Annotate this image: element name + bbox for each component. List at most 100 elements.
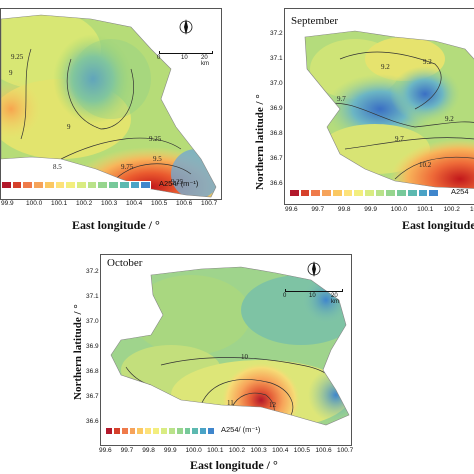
y-tick-label: 37.0 <box>270 80 283 87</box>
legend-unit: A254/ (m⁻¹) <box>221 425 261 434</box>
x-axis-label: East longitude / ° <box>72 218 160 232</box>
x-tick-label: 99.8 <box>337 206 351 213</box>
x-tick-label: 99.6 <box>285 206 298 213</box>
legend-unit: A254/ (m⁻¹) <box>159 179 199 188</box>
y-tick-label: 36.8 <box>270 130 283 137</box>
legend-swatch <box>364 189 375 197</box>
x-tick-label: 100.4 <box>126 200 143 207</box>
y-tick-label: 37.1 <box>270 55 283 62</box>
legend-swatch <box>374 189 386 197</box>
legend-swatch <box>160 427 168 435</box>
x-tick-label: 99.9 <box>163 447 177 454</box>
legend-swatch <box>105 427 113 435</box>
x-tick-label: 100.4 <box>272 447 289 454</box>
y-tick-label: 36.7 <box>270 155 283 162</box>
panel-august: 9.25 9 9 9.25 9.75 9.5 8.5 9.25 0 10 20 … <box>0 0 230 250</box>
legend-swatch <box>54 181 66 189</box>
contour-label: 9 <box>67 123 71 131</box>
legend-swatch <box>199 427 208 435</box>
contour-label: 9.2 <box>445 115 454 123</box>
scale-label: 10 <box>309 293 316 299</box>
panel-october: Northern latitude / ° 37.2 37.1 37.0 36.9 36… <box>70 250 354 474</box>
legend-swatch <box>22 181 34 189</box>
x-tick-label: 100.2 <box>443 206 460 213</box>
x-tick-label: 100.6 <box>315 447 332 454</box>
color-legend: A254/ (m⁻¹) <box>1 179 211 191</box>
legend-swatch <box>417 189 429 197</box>
legend-swatch <box>321 189 332 197</box>
contour-label: 9.25 <box>149 135 162 143</box>
x-tick-label: 99.7 <box>311 206 325 213</box>
x-tick-label: 100.1 <box>417 206 434 213</box>
scale-label: 0 <box>157 55 161 61</box>
legend-swatch <box>385 189 397 197</box>
legend-swatch <box>128 427 137 435</box>
x-tick-label: 100.7 <box>337 447 354 454</box>
scale-label: 10 <box>181 55 188 61</box>
y-axis-label: Northern latitude / ° <box>72 304 84 400</box>
y-tick-label: 36.7 <box>86 393 99 400</box>
x-tick-label: 100.5 <box>293 447 310 454</box>
x-tick-label: 100.2 <box>76 200 93 207</box>
contour-label: 9.25 <box>11 53 24 61</box>
contour-label: 12 <box>269 401 277 409</box>
legend-swatch <box>299 189 311 197</box>
scale-label: 0 <box>283 293 287 299</box>
contour-label: 9.2 <box>423 58 432 66</box>
scale-label: 20 km <box>331 293 339 305</box>
legend-bar <box>105 427 216 435</box>
legend-bar <box>289 189 440 197</box>
map-frame: 9.25 9 9 9.25 9.75 9.5 8.5 9.25 0 10 20 … <box>0 8 222 200</box>
legend-swatch <box>129 181 141 189</box>
color-legend: A254 <box>289 187 474 199</box>
contour-label: 9.75 <box>121 163 134 171</box>
x-tick-label: 100.6 <box>176 200 193 207</box>
legend-swatch <box>76 181 87 189</box>
x-tick-label: 100.3 <box>250 447 267 454</box>
contour-label: 8.5 <box>53 163 62 171</box>
x-tick-label: 100.1 <box>207 447 224 454</box>
x-tick-label: 100.2 <box>228 447 246 454</box>
map-frame: 10 11 12 October 0 10 20 km A254/ (m⁻¹) <box>100 254 352 446</box>
y-tick-label: 36.8 <box>86 368 99 375</box>
legend-swatch <box>11 181 23 189</box>
y-tick-label: 36.6 <box>86 418 99 425</box>
legend-swatch <box>331 189 343 197</box>
legend-swatch <box>33 181 44 189</box>
legend-swatch <box>140 181 152 189</box>
contour-map: 10 11 12 <box>110 266 350 426</box>
legend-unit: A254 <box>451 187 469 196</box>
contour-label: 9.5 <box>153 155 162 163</box>
legend-swatch <box>175 427 184 435</box>
panel-month-title: September <box>291 15 339 27</box>
legend-swatch <box>353 189 365 197</box>
legend-swatch <box>118 181 130 189</box>
x-tick-label: 99.8 <box>142 447 155 454</box>
y-tick-label: 36.6 <box>270 180 283 187</box>
legend-swatch <box>167 427 176 435</box>
legend-swatch <box>108 181 119 189</box>
map-frame: 9.2 9.2 9.7 9.2 9.7 10.2 September A254 <box>284 8 474 205</box>
contour-map: 9.2 9.2 9.7 9.2 9.7 10.2 <box>304 30 474 189</box>
legend-swatch <box>144 427 153 435</box>
contour-label: 9 <box>9 69 13 77</box>
y-tick-label: 36.9 <box>270 105 283 112</box>
legend-swatch <box>310 189 322 197</box>
legend-swatch <box>1 181 12 189</box>
y-axis-label: Northern latitude / ° <box>254 94 266 190</box>
color-legend: A254/ (m⁻¹) <box>105 425 351 437</box>
x-tick-label: 100.0 <box>26 200 43 207</box>
contour-label: 9.2 <box>381 63 390 71</box>
x-tick-label: 100.0 <box>185 447 202 454</box>
x-tick-label: 100.3 <box>101 200 118 207</box>
legend-swatch <box>86 181 98 189</box>
x-tick-label: 99.6 <box>99 447 112 454</box>
legend-swatch <box>289 189 300 197</box>
contour-map: 9.25 9 9 9.25 9.75 9.5 8.5 9.25 <box>1 14 217 198</box>
x-tick-label: 100.0 <box>390 206 407 213</box>
legend-swatch <box>428 189 440 197</box>
panel-september: Northern latitude / ° 37.2 37.1 37.0 36.9 36… <box>252 0 474 250</box>
contour-label: 10.2 <box>419 161 432 169</box>
legend-swatch <box>65 181 77 189</box>
y-tick-label: 37.1 <box>86 293 99 300</box>
